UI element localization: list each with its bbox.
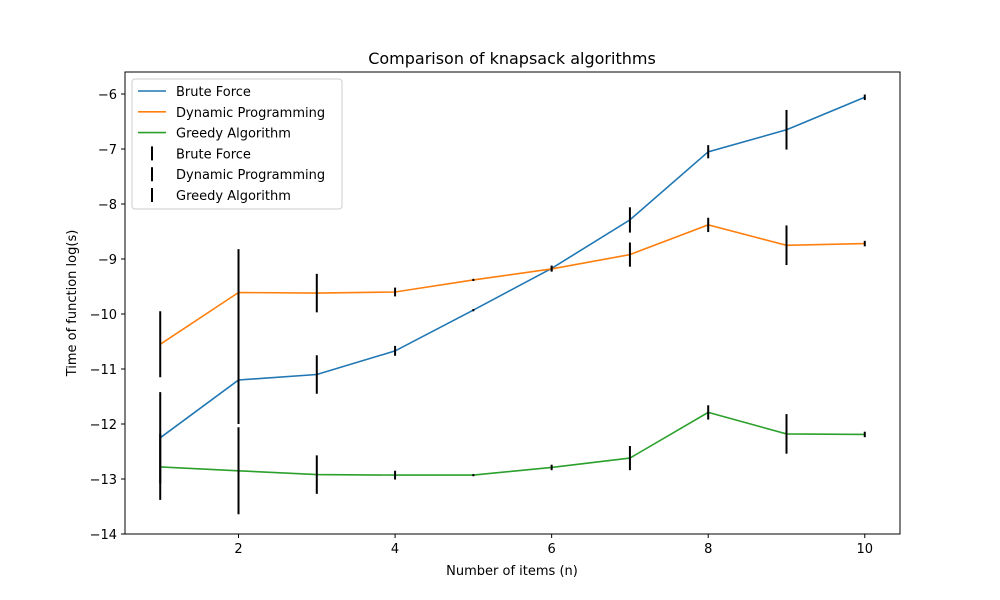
series-line-1	[159, 224, 865, 345]
legend-box	[131, 78, 343, 210]
plot-frame	[124, 71, 901, 535]
y-tick-label: −14	[90, 528, 117, 543]
y-axis-ticks: −14 −13 −12 −11 −10 −9 −8 −7 −6	[90, 88, 125, 543]
y-axis-label: Time of function log(s)	[65, 230, 80, 378]
x-axis-ticks: 2 4 6 8 10	[234, 534, 873, 557]
x-tick-label: 4	[391, 542, 399, 557]
y-tick-label: −9	[98, 253, 117, 268]
chart-title: Comparison of knapsack algorithms	[368, 49, 656, 68]
legend-entry-line-0: Brute Force	[176, 85, 251, 100]
y-tick-label: −10	[90, 308, 117, 323]
legend-entry-errorbar-0: Brute Force	[176, 147, 251, 162]
series-line-2	[160, 411, 865, 476]
y-tick-label: −8	[98, 198, 117, 213]
x-tick-label: 6	[548, 542, 556, 557]
plot-area	[124, 71, 901, 535]
legend: Brute Force Dynamic Programming Greedy Alg…	[131, 78, 343, 210]
y-tick-label: −7	[98, 143, 117, 158]
y-tick-label: −13	[90, 473, 117, 488]
x-tick-label: 2	[234, 542, 242, 557]
x-tick-label: 8	[704, 542, 712, 557]
y-tick-label: −12	[90, 418, 117, 433]
y-tick-label: −11	[90, 363, 117, 378]
x-axis-label: Number of items (n)	[446, 564, 578, 579]
legend-entry-line-1: Dynamic Programming	[176, 106, 325, 121]
x-tick-label: 10	[856, 542, 873, 557]
y-tick-label: −6	[98, 88, 117, 103]
legend-entry-errorbar-2: Greedy Algorithm	[176, 189, 291, 204]
legend-entry-errorbar-1: Dynamic Programming	[176, 168, 325, 183]
series-line-0	[159, 96, 866, 439]
legend-entry-line-2: Greedy Algorithm	[176, 127, 291, 142]
